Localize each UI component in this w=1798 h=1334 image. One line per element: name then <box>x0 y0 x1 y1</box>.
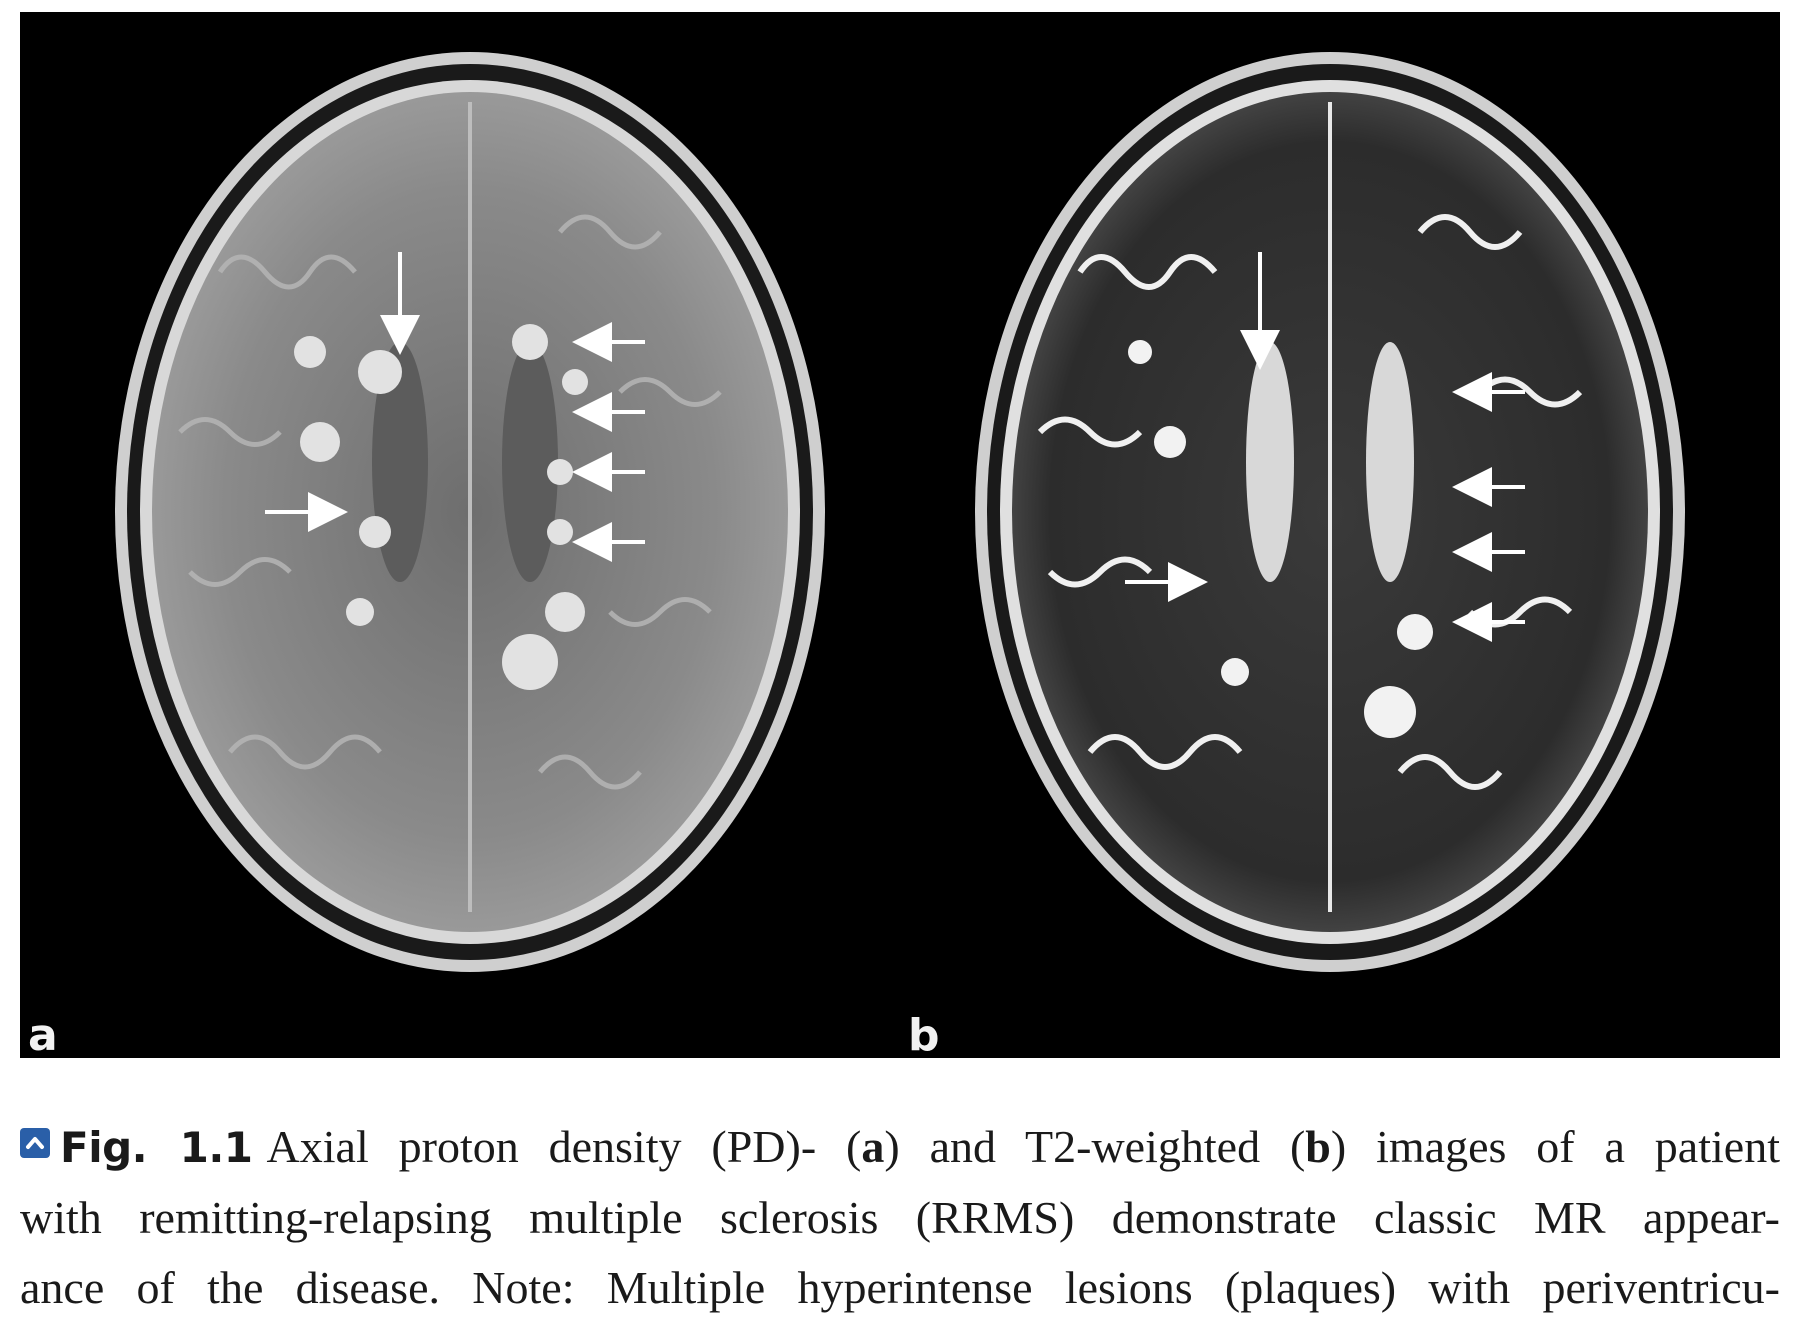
caption-ref-b: b <box>1305 1121 1331 1172</box>
caption-ref-a: a <box>861 1121 885 1172</box>
mri-panel-b <box>975 52 1685 972</box>
mri-images <box>115 52 1685 972</box>
figure-caption: Fig. 1.1 Axial proton density (PD)- (a) a… <box>20 1112 1780 1323</box>
figure-reference: Fig. 1.1 <box>60 1123 253 1172</box>
mri-panel-a <box>115 52 825 972</box>
mri-figure: a b <box>20 12 1780 1058</box>
collapse-toggle-button[interactable] <box>20 1128 50 1158</box>
panel-label-a: a <box>28 1010 58 1058</box>
caption-line-3: ance of the disease. Note: Multiple hype… <box>20 1262 1780 1313</box>
caption-text-1c: ) images of a patient <box>1330 1121 1780 1172</box>
caption-text-1b: ) and T2-weighted ( <box>884 1121 1306 1172</box>
chevron-up-icon <box>26 1137 44 1149</box>
panel-label-b: b <box>908 1010 940 1058</box>
caption-line-2: with remitting-relapsing multiple sclero… <box>20 1192 1780 1243</box>
caption-text-1a: Axial proton density (PD)- ( <box>266 1121 862 1172</box>
caption-line-1: Fig. 1.1 Axial proton density (PD)- (a) a… <box>20 1112 1780 1183</box>
